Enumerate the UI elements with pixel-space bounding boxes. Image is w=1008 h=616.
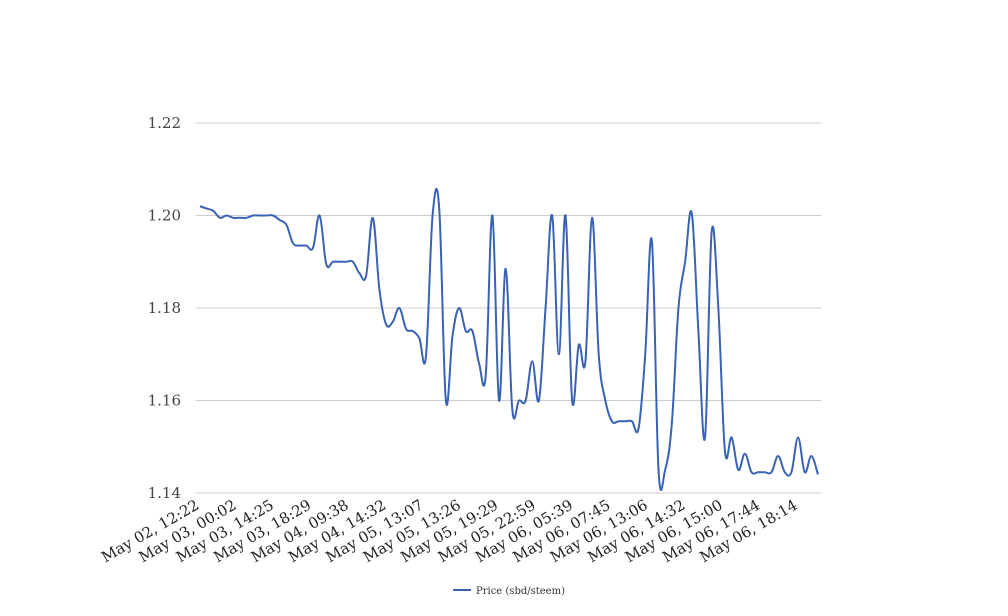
y-tick-label: 1.14: [148, 484, 181, 502]
series-group: [199, 187, 819, 492]
y-tick-label: 1.20: [148, 207, 181, 225]
legend-label: Price (sbd/steem): [476, 586, 565, 597]
legend[interactable]: Price (sbd/steem): [453, 586, 565, 597]
y-tick-label: 1.22: [148, 114, 181, 132]
y-tick-label: 1.16: [148, 392, 181, 410]
y-tick-label: 1.18: [148, 299, 181, 317]
y-axis-ticks: 1.14 1.16 1.18 1.20 1.22: [148, 114, 181, 502]
series-line-price: [199, 187, 819, 492]
